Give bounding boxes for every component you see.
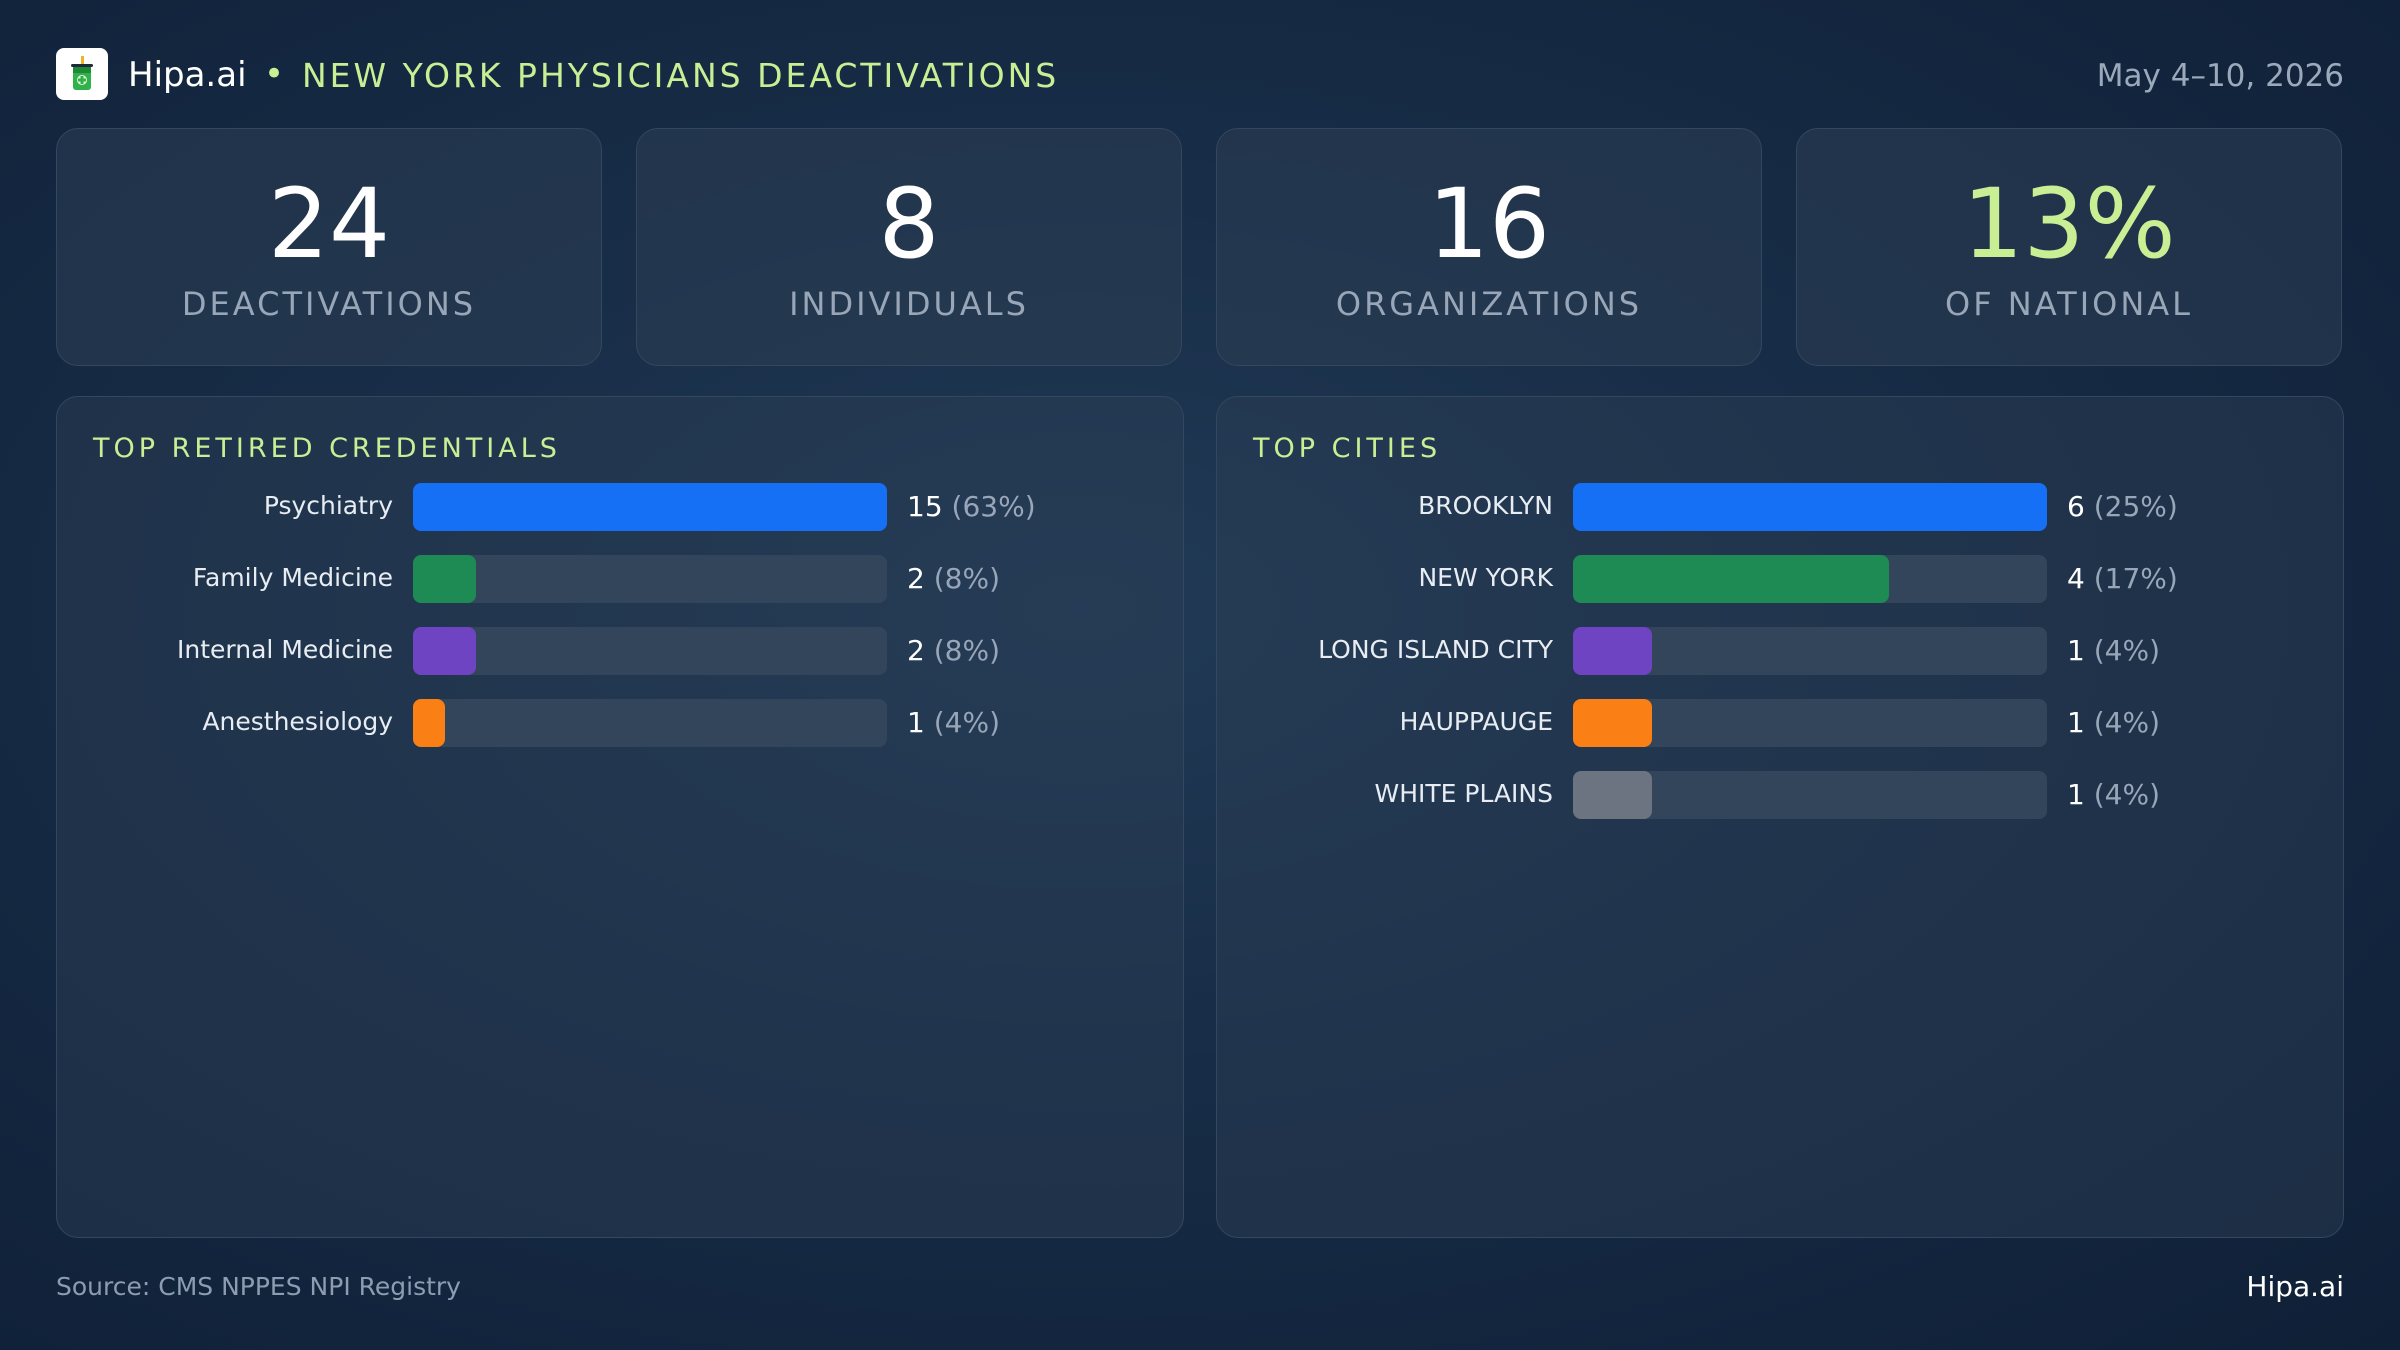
bar-row: HAUPPAUGE 1 (4%)	[1217, 699, 2343, 747]
bar-track	[413, 627, 887, 675]
bar-value-label: 1 (4%)	[907, 706, 1000, 739]
stat-value: 13%	[1962, 168, 2176, 280]
bar-category-label: Psychiatry	[263, 491, 393, 520]
bar	[413, 483, 887, 531]
bar-count: 4	[2067, 562, 2085, 595]
panel-title: TOP RETIRED CREDENTIALS	[93, 433, 561, 464]
bar-percent: (25%)	[2084, 490, 2178, 523]
bar-count: 15	[907, 490, 943, 523]
bar-count: 2	[907, 634, 925, 667]
bar-percent: (63%)	[942, 490, 1036, 523]
stat-value: 24	[267, 168, 391, 280]
bar-count: 1	[2067, 778, 2085, 811]
bar-percent: (8%)	[924, 634, 1000, 667]
bar-track	[1573, 627, 2047, 675]
date-range: May 4–10, 2026	[2096, 58, 2344, 94]
bar-category-label: BROOKLYN	[1418, 491, 1553, 520]
bar-count: 1	[907, 706, 925, 739]
bar-percent: (4%)	[2084, 778, 2160, 811]
bar-track	[1573, 771, 2047, 819]
bar-percent: (4%)	[2084, 634, 2160, 667]
stat-value: 8	[878, 168, 940, 280]
source-note: Source: CMS NPPES NPI Registry	[56, 1272, 461, 1301]
stat-label: DEACTIVATIONS	[181, 285, 477, 323]
bar-count: 1	[2067, 706, 2085, 739]
stat-label: OF NATIONAL	[1945, 285, 2193, 323]
title-separator: •	[264, 54, 285, 94]
bar-value-label: 2 (8%)	[907, 562, 1000, 595]
cities-panel: TOP CITIES BROOKLYN 6 (25%) NEW YORK 4 (17%…	[1216, 396, 2344, 1238]
hipa-logo	[56, 48, 108, 100]
bar-row: NEW YORK 4 (17%)	[1217, 555, 2343, 603]
bar-percent: (8%)	[924, 562, 1000, 595]
bar	[1573, 627, 1652, 675]
panel-title: TOP CITIES	[1253, 433, 1442, 464]
bar-category-label: WHITE PLAINS	[1374, 779, 1553, 808]
bar-value-label: 1 (4%)	[2067, 778, 2160, 811]
bar-category-label: NEW YORK	[1418, 563, 1553, 592]
stat-card-individuals: 8 INDIVIDUALS	[636, 128, 1182, 366]
bar-category-label: Family Medicine	[192, 563, 393, 592]
bar-value-label: 6 (25%)	[2067, 490, 2178, 523]
bar	[1573, 483, 2047, 531]
stat-label: ORGANIZATIONS	[1335, 285, 1643, 323]
bar-row: LONG ISLAND CITY 1 (4%)	[1217, 627, 2343, 675]
bar-percent: (4%)	[924, 706, 1000, 739]
bar-value-label: 15 (63%)	[907, 490, 1036, 523]
bar-count: 2	[907, 562, 925, 595]
credentials-panel: TOP RETIRED CREDENTIALS Psychiatry 15 (63…	[56, 396, 1184, 1238]
bar	[413, 699, 445, 747]
bar-category-label: HAUPPAUGE	[1399, 707, 1553, 736]
bar-row: Anesthesiology 1 (4%)	[57, 699, 1183, 747]
bar-track	[413, 483, 887, 531]
bar-category-label: Internal Medicine	[177, 635, 393, 664]
bar	[1573, 699, 1652, 747]
cup-icon	[71, 56, 93, 90]
bar-row: WHITE PLAINS 1 (4%)	[1217, 771, 2343, 819]
stat-card-national-share: 13% OF NATIONAL	[1796, 128, 2342, 366]
stat-label: INDIVIDUALS	[789, 285, 1029, 323]
footer-brand: Hipa.ai	[2246, 1270, 2344, 1303]
brand-name: Hipa.ai	[128, 55, 247, 95]
bar-track	[1573, 483, 2047, 531]
bar-percent: (4%)	[2084, 706, 2160, 739]
bar-row: Internal Medicine 2 (8%)	[57, 627, 1183, 675]
bar-value-label: 1 (4%)	[2067, 706, 2160, 739]
bar-track	[1573, 699, 2047, 747]
stat-value: 16	[1427, 168, 1551, 280]
bar-track	[1573, 555, 2047, 603]
stat-card-deactivations: 24 DEACTIVATIONS	[56, 128, 602, 366]
bar-row: Family Medicine 2 (8%)	[57, 555, 1183, 603]
report-title: NEW YORK PHYSICIANS DEACTIVATIONS	[302, 56, 1060, 95]
stat-card-organizations: 16 ORGANIZATIONS	[1216, 128, 1762, 366]
bar	[413, 555, 476, 603]
bar-value-label: 4 (17%)	[2067, 562, 2178, 595]
bar-value-label: 1 (4%)	[2067, 634, 2160, 667]
bar-category-label: LONG ISLAND CITY	[1318, 635, 1553, 664]
bar-value-label: 2 (8%)	[907, 634, 1000, 667]
bar-count: 1	[2067, 634, 2085, 667]
bar-row: BROOKLYN 6 (25%)	[1217, 483, 2343, 531]
bar-category-label: Anesthesiology	[202, 707, 393, 736]
bar	[413, 627, 476, 675]
bar-track	[413, 699, 887, 747]
header: Hipa.ai • NEW YORK PHYSICIANS DEACTIVATI…	[56, 46, 2344, 102]
bar-track	[413, 555, 887, 603]
bar-row: Psychiatry 15 (63%)	[57, 483, 1183, 531]
bar-count: 6	[2067, 490, 2085, 523]
bar	[1573, 771, 1652, 819]
bar-percent: (17%)	[2084, 562, 2178, 595]
bar	[1573, 555, 1889, 603]
